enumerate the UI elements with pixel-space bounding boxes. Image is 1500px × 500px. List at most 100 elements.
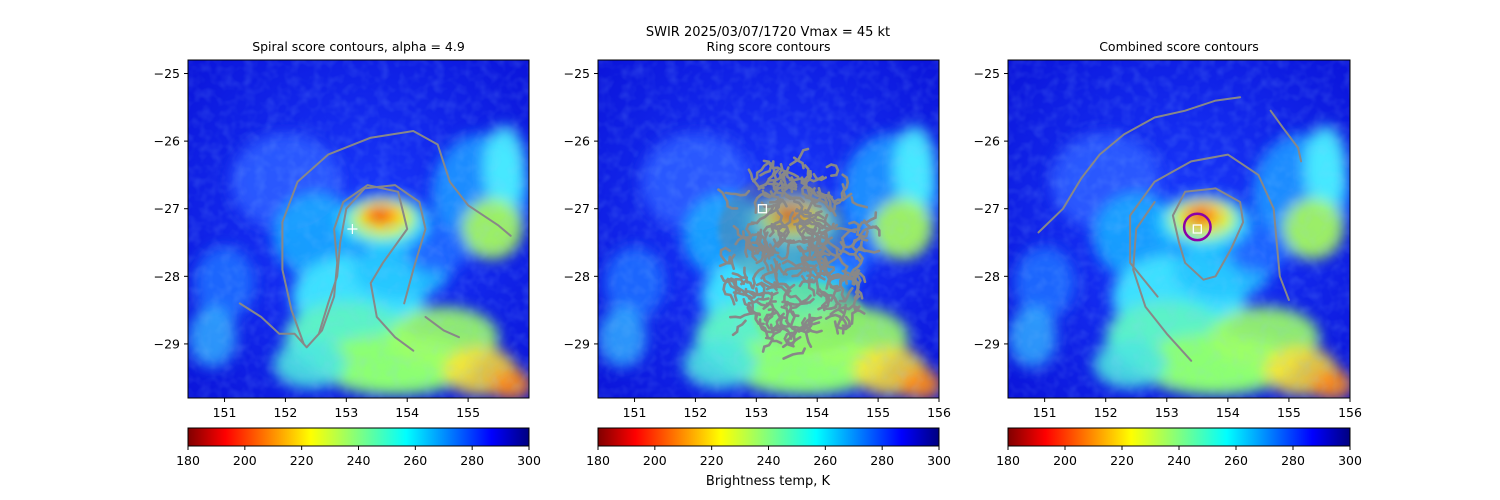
y-tick-label: −26 xyxy=(564,134,590,149)
ring-contour-piece xyxy=(818,288,829,312)
ring-contour-piece xyxy=(770,211,794,229)
image-texture xyxy=(188,60,529,398)
ring-contour-piece xyxy=(829,304,859,316)
ring-contour-piece xyxy=(815,248,826,277)
panel-title: Combined score contours xyxy=(1099,39,1259,54)
ring-contour-piece xyxy=(751,266,765,290)
ring-contour-piece xyxy=(823,243,846,258)
y-tick-label: −28 xyxy=(564,269,590,284)
ring-contour-piece xyxy=(798,225,822,245)
colorbar-tick-label: 240 xyxy=(347,453,371,468)
ring-contour-piece xyxy=(848,220,860,236)
center-marker-plus xyxy=(347,224,358,234)
plot-frame xyxy=(1007,59,1351,399)
ring-contour-piece xyxy=(732,290,764,297)
panel-title: Ring score contours xyxy=(706,39,830,54)
ring-contour-piece xyxy=(795,220,812,240)
suptitle: SWIR 2025/03/07/1720 Vmax = 45 kt xyxy=(646,25,890,40)
y-tick-label: −29 xyxy=(974,336,1000,351)
colorbar: 180 200 220 240 260 280 300 xyxy=(996,427,1362,468)
ring-contour-region xyxy=(717,147,881,360)
ring-contour-piece xyxy=(753,191,771,214)
best-center-circle xyxy=(1182,212,1212,242)
ring-contour-piece xyxy=(768,198,788,208)
ring-contour-piece xyxy=(777,225,790,238)
panel-title: Spiral score contours, alpha = 4.9 xyxy=(252,39,465,54)
contour-line-5 xyxy=(1269,109,1303,163)
ring-contour-piece xyxy=(761,181,783,199)
colorbar-gradient xyxy=(187,427,530,447)
x-tick-label: 156 xyxy=(1338,405,1362,420)
brightness-image xyxy=(188,60,529,398)
contour-line-3 xyxy=(1171,187,1245,281)
contour-line-4 xyxy=(1132,201,1193,362)
plot-frame xyxy=(187,59,530,399)
ring-contour-piece xyxy=(801,179,809,198)
ring-contour-piece xyxy=(803,164,824,183)
brightness-image xyxy=(1008,60,1350,398)
ring-contour-piece xyxy=(804,196,832,213)
ring-contour-piece xyxy=(816,191,833,199)
x-tick-label: 153 xyxy=(334,405,358,420)
ring-contour-piece xyxy=(769,238,778,254)
ring-contour-piece xyxy=(773,263,781,285)
ring-contour-piece xyxy=(852,269,861,286)
y-tick-label: −27 xyxy=(974,201,1000,216)
ring-contour-piece xyxy=(724,189,751,197)
y-tick-label: −26 xyxy=(154,134,180,149)
panel-2: Ring score contours 151 152 153 154 155 156 −25… xyxy=(564,39,951,468)
ring-contour-piece xyxy=(762,221,778,237)
ring-contour-piece xyxy=(840,303,847,321)
contour-set xyxy=(238,130,512,352)
ring-contour-piece xyxy=(730,253,736,270)
x-tick-label: 153 xyxy=(744,405,768,420)
ring-contour-piece xyxy=(805,197,822,214)
colorbar-tick-label: 200 xyxy=(233,453,257,468)
ring-contour-piece xyxy=(800,176,811,196)
ring-contour-piece xyxy=(789,147,810,166)
ring-contour-piece xyxy=(815,218,832,228)
ring-contour-piece xyxy=(779,171,800,179)
ring-contour-piece xyxy=(781,335,802,349)
colorbar-gradient xyxy=(597,427,940,447)
x-tick-label: 155 xyxy=(866,405,890,420)
colorbar-tick-label: 280 xyxy=(1281,453,1305,468)
contour-line-1 xyxy=(1037,96,1242,234)
ring-contour-piece xyxy=(797,326,823,334)
ring-contour-piece xyxy=(793,209,812,227)
y-tick-label: −25 xyxy=(974,66,1000,81)
contour-set xyxy=(1037,96,1303,362)
y-tick-label: −25 xyxy=(154,66,180,81)
contour-line-1 xyxy=(281,130,512,345)
colorbar: 180 200 220 240 260 280 300 xyxy=(586,427,951,468)
ring-contour-piece xyxy=(732,224,748,241)
ring-contour-piece xyxy=(746,297,770,314)
ring-contour-piece xyxy=(765,315,780,330)
x-tick-label: 151 xyxy=(213,405,237,420)
ring-contour-piece xyxy=(720,274,742,293)
ring-contour-piece xyxy=(722,279,736,306)
ring-contour-piece xyxy=(718,255,732,268)
ring-contour-piece xyxy=(830,274,848,285)
ring-contour-piece xyxy=(734,233,763,246)
colorbar-tick-label: 180 xyxy=(996,453,1020,468)
contour-line-2 xyxy=(1129,153,1290,301)
image-texture xyxy=(1008,60,1350,398)
ring-contour-piece xyxy=(832,192,853,204)
ring-contour-piece xyxy=(745,222,755,240)
ring-contour-piece xyxy=(755,281,777,289)
colorbar-tick-label: 260 xyxy=(813,453,837,468)
colorbar: 180 200 220 240 260 280 300 xyxy=(176,427,541,468)
ring-contour-piece xyxy=(795,208,825,219)
ring-contour-piece xyxy=(764,302,775,322)
ring-contour-piece xyxy=(761,249,776,258)
x-tick-label: 151 xyxy=(1033,405,1057,420)
y-tick-label: −26 xyxy=(974,134,1000,149)
ring-contour-piece xyxy=(783,331,794,345)
plot-frame xyxy=(597,59,940,399)
ring-contour-piece xyxy=(858,211,878,229)
center-marker-square xyxy=(1192,224,1202,234)
ring-contour-piece xyxy=(833,183,846,211)
colorbar-tick-label: 240 xyxy=(757,453,781,468)
